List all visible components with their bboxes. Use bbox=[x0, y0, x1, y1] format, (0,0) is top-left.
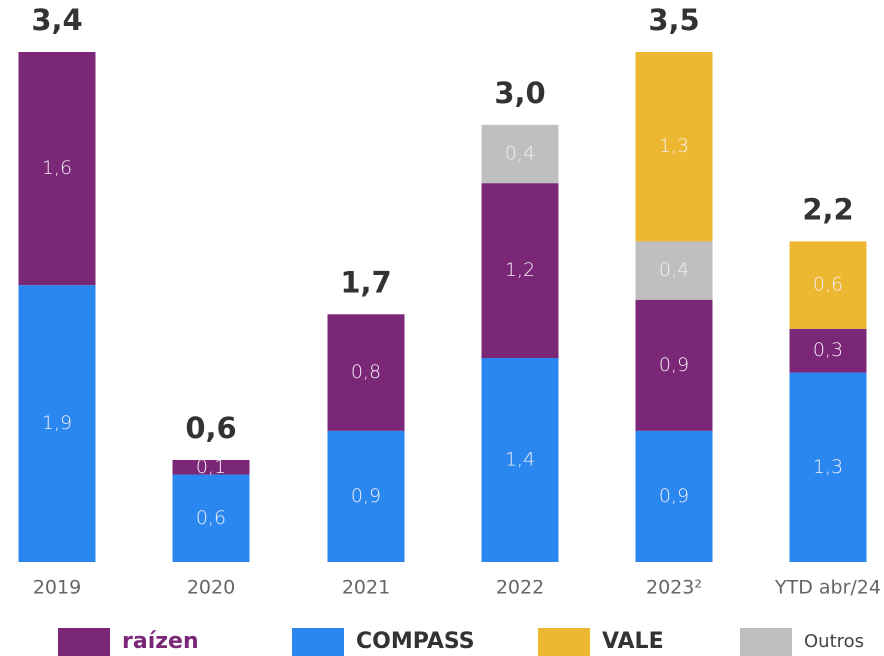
legend-swatch bbox=[538, 628, 590, 656]
bar-segment bbox=[18, 285, 96, 562]
segment-label: 0,4 bbox=[505, 143, 535, 165]
bar-segment bbox=[327, 314, 405, 431]
x-tick-label: 2021 bbox=[342, 577, 390, 599]
segment-label: 0,4 bbox=[659, 259, 689, 281]
bar-segment bbox=[172, 460, 250, 475]
segment-label: 1,6 bbox=[42, 157, 72, 179]
segment-label: 0,1 bbox=[196, 456, 226, 478]
segment-label: 1,4 bbox=[505, 449, 535, 471]
bar-segment bbox=[635, 241, 713, 300]
total-label: 0,6 bbox=[185, 411, 236, 445]
bar-segment bbox=[481, 183, 559, 358]
legend-label: raízen bbox=[122, 629, 199, 654]
total-label: 2,2 bbox=[802, 192, 853, 226]
x-tick-label: 2023² bbox=[646, 577, 702, 599]
bar-segment bbox=[635, 299, 713, 431]
bar-segment bbox=[635, 430, 713, 562]
legend-swatch bbox=[740, 628, 792, 656]
legend-swatch bbox=[58, 628, 110, 656]
segment-label: 1,2 bbox=[505, 259, 535, 281]
bar-segment bbox=[789, 241, 867, 329]
x-tick-label: YTD abr/24 bbox=[774, 577, 881, 599]
total-label: 3,0 bbox=[494, 76, 545, 110]
bar-segment bbox=[327, 430, 405, 562]
x-tick-label: 2019 bbox=[33, 577, 81, 599]
bar-segment bbox=[789, 328, 867, 373]
segment-label: 0,9 bbox=[659, 354, 689, 376]
bar-segment bbox=[635, 52, 713, 242]
segment-label: 0,9 bbox=[351, 485, 381, 507]
segment-label: 0,6 bbox=[813, 274, 843, 296]
segment-label: 1,3 bbox=[813, 456, 843, 478]
segment-label: 1,3 bbox=[659, 135, 689, 157]
legend-swatch bbox=[292, 628, 344, 656]
segment-label: 0,8 bbox=[351, 361, 381, 383]
bar-segment bbox=[481, 358, 559, 562]
bar-segment bbox=[18, 52, 96, 286]
legend-label: Outros bbox=[804, 631, 864, 652]
legend-label: COMPASS bbox=[356, 629, 475, 654]
x-tick-label: 2022 bbox=[496, 577, 544, 599]
total-label: 3,5 bbox=[648, 3, 699, 37]
bar-segment bbox=[481, 124, 559, 184]
segment-label: 0,6 bbox=[196, 507, 226, 529]
x-tick-label: 2020 bbox=[187, 577, 235, 599]
total-label: 3,4 bbox=[31, 3, 82, 37]
segment-label: 0,3 bbox=[813, 339, 843, 361]
total-label: 1,7 bbox=[340, 265, 391, 299]
bar-segment bbox=[172, 474, 250, 562]
segment-label: 0,9 bbox=[659, 485, 689, 507]
legend-label: VALE bbox=[602, 629, 664, 654]
bar-segment bbox=[789, 372, 867, 562]
segment-label: 1,9 bbox=[42, 412, 72, 434]
